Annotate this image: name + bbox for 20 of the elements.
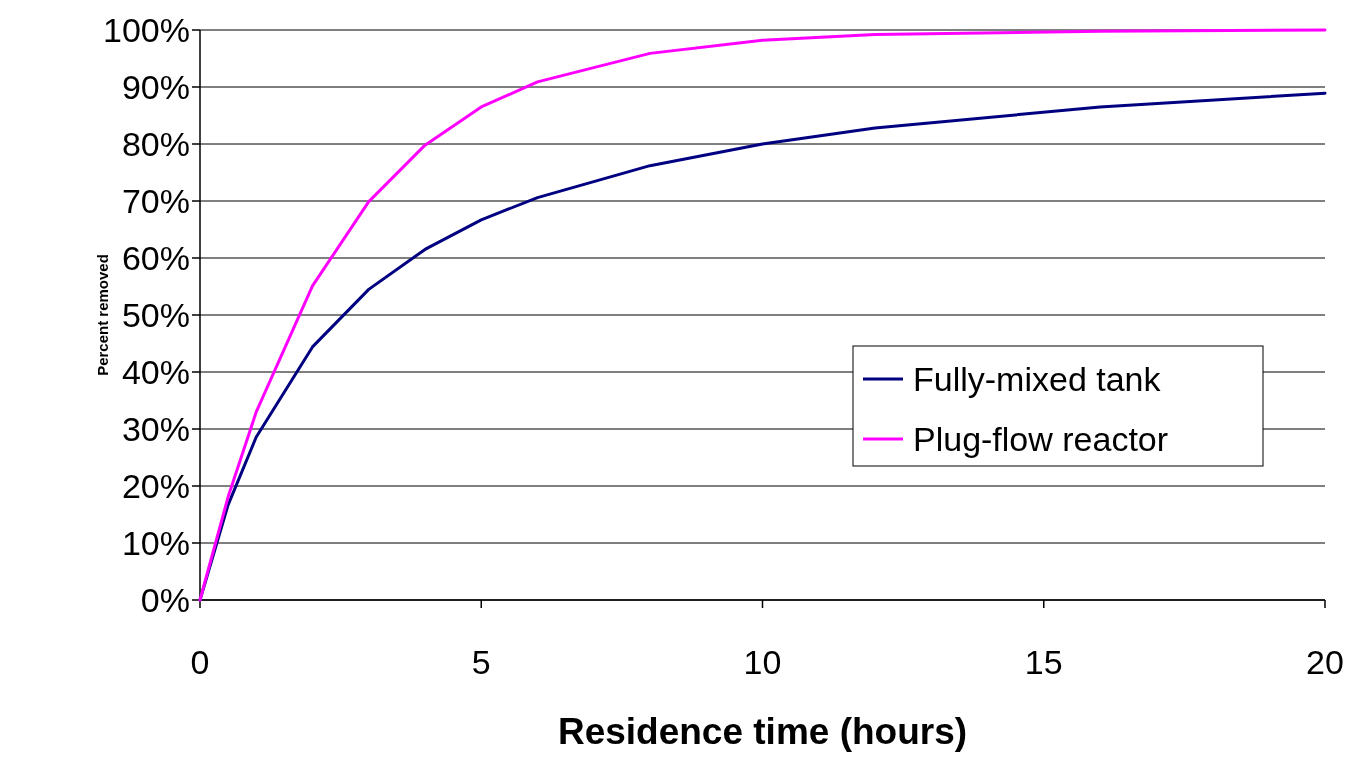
x-tick-label: 20	[1306, 643, 1344, 681]
x-tick-label: 5	[471, 643, 491, 681]
y-tick-label: 50%	[121, 295, 190, 334]
y-tick-label: 0%	[140, 580, 190, 619]
y-tick-label: 80%	[121, 124, 190, 163]
y-tick-label: 60%	[121, 238, 190, 277]
legend-label: Plug-flow reactor	[913, 419, 1169, 458]
y-tick-label: 90%	[121, 67, 190, 106]
y-tick-label: 10%	[121, 523, 190, 562]
y-tick-label: 100%	[103, 10, 190, 49]
x-tick-label: 15	[1024, 643, 1063, 681]
x-tick-label: 0	[190, 643, 210, 681]
y-tick-label: 70%	[121, 181, 190, 220]
y-tick-label: 20%	[121, 466, 190, 505]
x-tick-label: 10	[743, 643, 782, 681]
y-axis-title: Percent removed	[94, 254, 111, 376]
x-axis-title: Residence time (hours)	[557, 711, 968, 752]
y-tick-label: 40%	[121, 352, 190, 391]
y-tick-label: 30%	[121, 409, 190, 448]
legend-label: Fully-mixed tank	[913, 359, 1162, 398]
